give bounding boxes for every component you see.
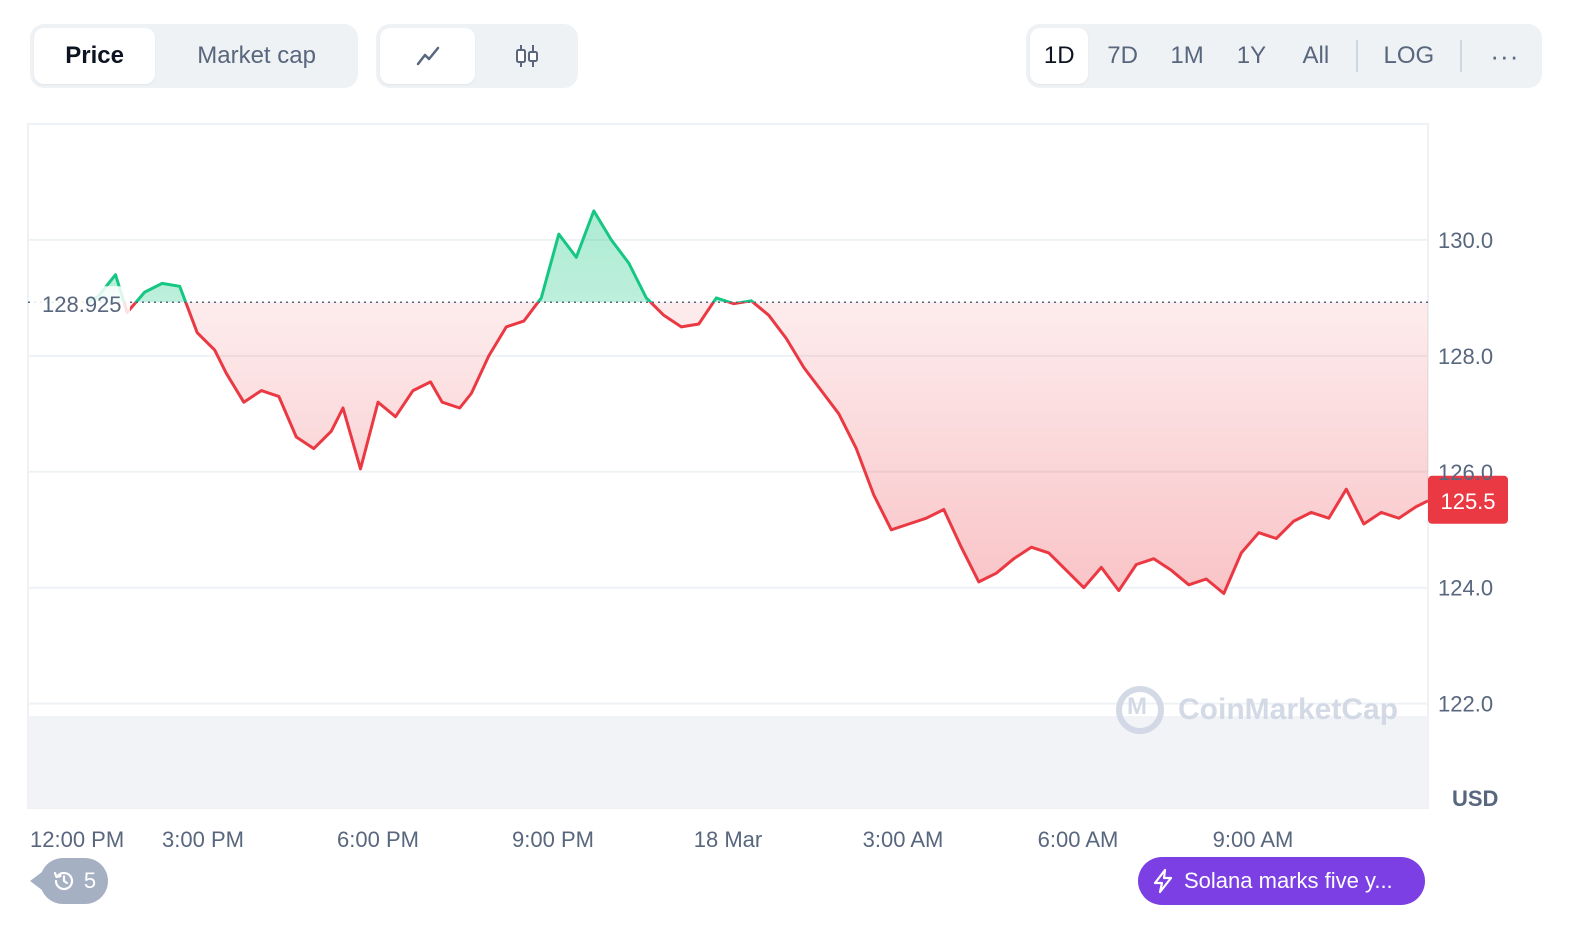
y-tick-label: 124.0: [1438, 576, 1493, 601]
x-tick-label: 9:00 AM: [1213, 827, 1294, 852]
news-text: Solana marks five y...: [1184, 868, 1393, 893]
watermark-text: CoinMarketCap: [1178, 693, 1399, 726]
lightning-icon: [1153, 868, 1173, 894]
x-tick-label: 3:00 PM: [162, 827, 244, 852]
y-tick-label: 126.0: [1438, 460, 1493, 485]
coinmarketcap-logo-icon: [1116, 686, 1164, 734]
toolbar-divider: [1459, 40, 1462, 72]
log-scale-button[interactable]: LOG: [1383, 42, 1435, 69]
x-tick-label: 3:00 AM: [863, 827, 944, 852]
y-tick-label: 122.0: [1438, 692, 1493, 717]
range-1y-button[interactable]: 1Y: [1236, 42, 1267, 69]
range-all-button[interactable]: All: [1302, 42, 1330, 69]
more-options-button[interactable]: ···: [1490, 40, 1520, 71]
x-tick-label: 6:00 PM: [337, 827, 419, 852]
history-icon: [53, 871, 73, 891]
y-tick-label: 128.0: [1438, 344, 1493, 369]
history-badge[interactable]: 5: [30, 858, 108, 904]
candlestick-button[interactable]: [479, 28, 574, 84]
news-event-pill[interactable]: Solana marks five y...: [1138, 857, 1425, 905]
range-1d-button[interactable]: 1D: [1030, 28, 1089, 84]
area-below-baseline: [124, 302, 1428, 594]
currency-label: USD: [1452, 786, 1499, 811]
candlestick-icon: [515, 45, 538, 67]
market-cap-tab[interactable]: Market cap: [197, 42, 316, 69]
volume-area: [28, 716, 1428, 808]
baseline-label-bg: [30, 286, 130, 317]
x-tick-label: 9:00 PM: [512, 827, 594, 852]
range-1m-button[interactable]: 1M: [1170, 42, 1204, 69]
x-tick-label: 6:00 AM: [1038, 827, 1119, 852]
coinmarketcap-watermark: CoinMarketCap: [1116, 686, 1398, 734]
line-chart-icon: [416, 46, 439, 66]
range-7d-button[interactable]: 7D: [1107, 42, 1138, 69]
y-tick-label: 130.0: [1438, 228, 1493, 253]
price-tab[interactable]: Price: [34, 28, 156, 84]
current-price-badge: [1428, 475, 1508, 524]
x-tick-label: 18 Mar: [694, 827, 762, 852]
baseline-label: 128.925: [42, 292, 122, 317]
history-count: 5: [83, 868, 97, 893]
chart-view-toggle: [376, 24, 578, 88]
x-tick-label: 12:00 PM: [30, 827, 124, 852]
time-range-toggle: 1D 7D 1M 1Y All LOG ···: [1026, 24, 1542, 88]
toolbar-divider: [1356, 40, 1358, 72]
chart-type-toggle: Price Market cap: [30, 24, 358, 88]
line-chart-button[interactable]: [380, 28, 475, 84]
current-price-label: 125.5: [1440, 489, 1495, 514]
